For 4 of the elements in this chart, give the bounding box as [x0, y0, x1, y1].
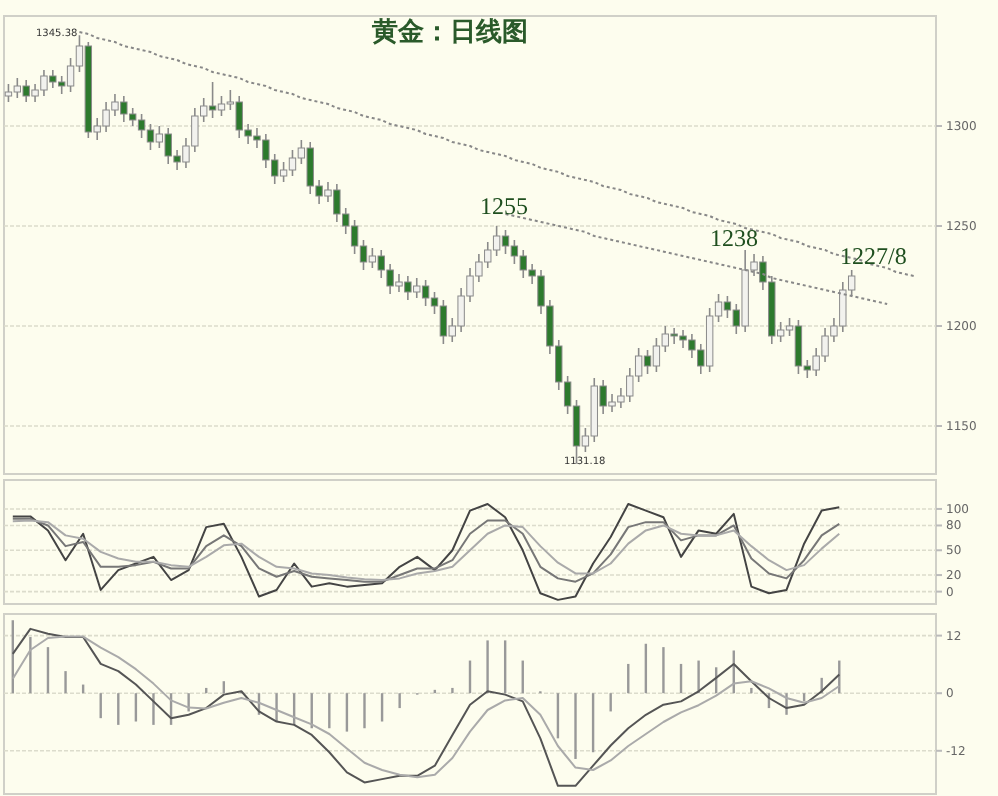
annotation: 1255 — [480, 192, 528, 220]
chart-title: 黄金：日线图 — [370, 16, 528, 46]
annotation: 1227/8 — [840, 242, 907, 270]
annotation: 1238 — [710, 224, 758, 252]
